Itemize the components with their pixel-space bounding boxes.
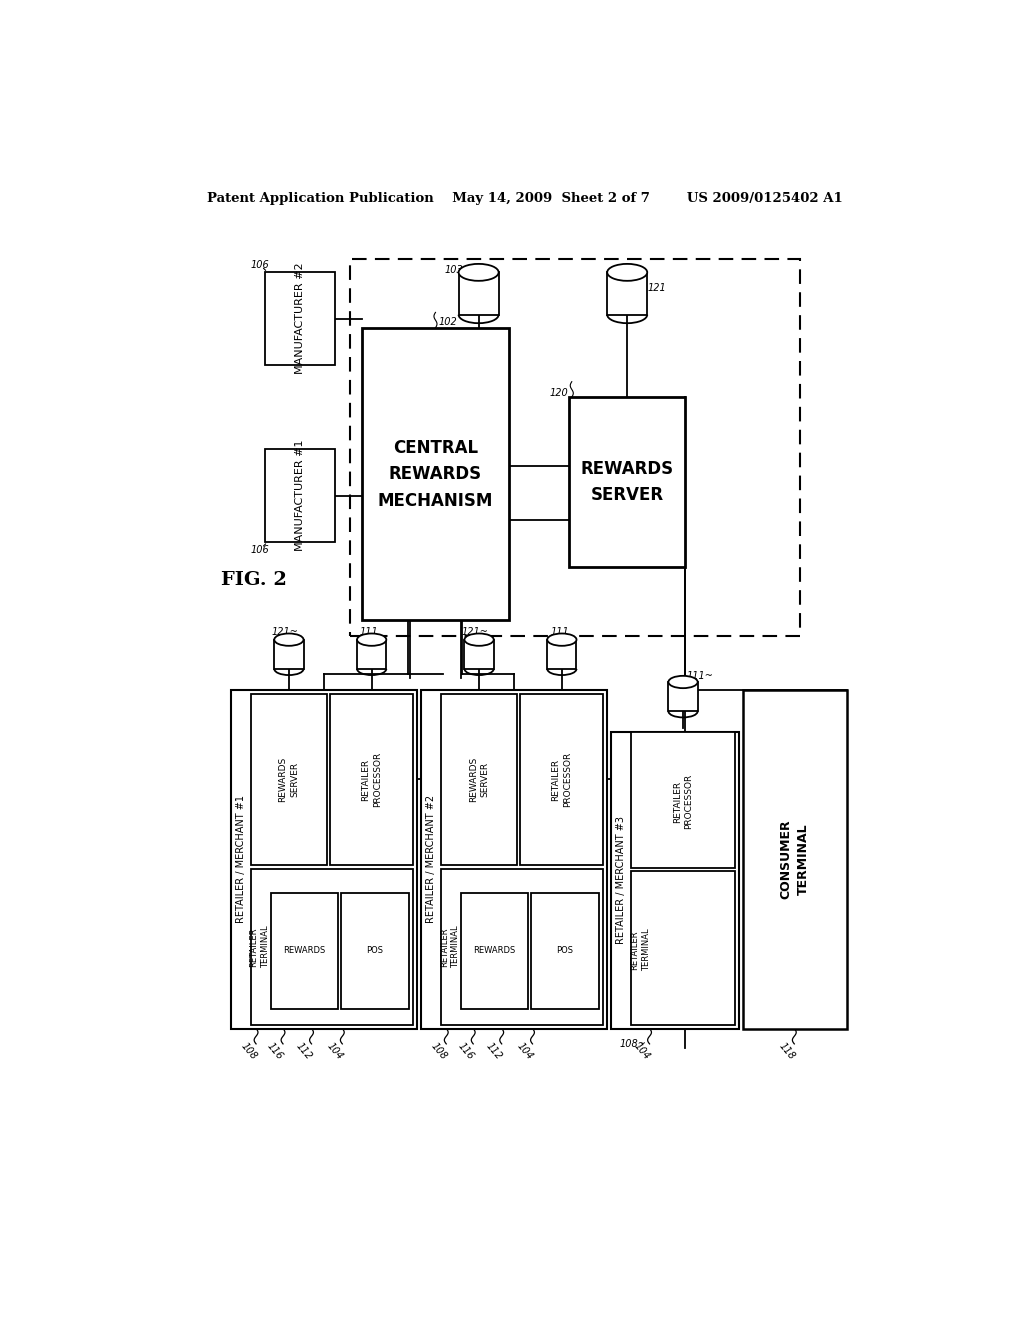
Text: 104: 104 (325, 1041, 344, 1063)
Text: 116: 116 (456, 1041, 475, 1063)
Text: Patent Application Publication    May 14, 2009  Sheet 2 of 7        US 2009/0125: Patent Application Publication May 14, 2… (207, 191, 843, 205)
Text: 116: 116 (265, 1041, 285, 1063)
Text: ~120: ~120 (441, 704, 468, 714)
Text: RETAILER / MERCHANT #3: RETAILER / MERCHANT #3 (616, 816, 626, 944)
Bar (669, 682, 697, 711)
Text: 110: 110 (631, 742, 650, 752)
Text: RETAILER
PROCESSOR: RETAILER PROCESSOR (673, 774, 693, 829)
Text: 102: 102 (438, 317, 458, 326)
Text: 103: 103 (444, 265, 463, 275)
Ellipse shape (274, 634, 303, 645)
Bar (611, 733, 739, 1028)
Bar (274, 640, 303, 669)
Text: RETAILER
TERMINAL: RETAILER TERMINAL (439, 925, 461, 969)
Text: RETAILER / MERCHANT #2: RETAILER / MERCHANT #2 (426, 795, 436, 923)
Bar (330, 693, 413, 866)
Text: 112: 112 (484, 1041, 504, 1063)
Text: 121~: 121~ (271, 627, 298, 638)
Bar (357, 640, 386, 669)
Text: 104: 104 (515, 1041, 535, 1063)
Bar (607, 272, 647, 314)
Text: RETAILER
PROCESSOR: RETAILER PROCESSOR (361, 752, 382, 807)
Bar (421, 689, 607, 1028)
Text: FIG. 2: FIG. 2 (221, 572, 287, 589)
Bar (465, 640, 494, 669)
Text: CONSUMER
TERMINAL: CONSUMER TERMINAL (779, 820, 810, 899)
Bar (251, 870, 413, 1024)
Text: REWARDS: REWARDS (473, 946, 515, 956)
Text: MANUFACTURER #1: MANUFACTURER #1 (295, 440, 305, 552)
Ellipse shape (607, 264, 647, 281)
Text: RETAILER
TERMINAL: RETAILER TERMINAL (250, 925, 270, 969)
Bar (265, 272, 335, 364)
Text: 120: 120 (549, 388, 568, 399)
Text: 111: 111 (360, 627, 379, 638)
Bar (441, 870, 603, 1024)
Ellipse shape (669, 676, 697, 688)
Text: CENTRAL
REWARDS
MECHANISM: CENTRAL REWARDS MECHANISM (378, 438, 494, 510)
Text: RETAILER
TERMINAL: RETAILER TERMINAL (630, 929, 650, 972)
Text: 112: 112 (294, 1041, 313, 1063)
Bar (441, 693, 517, 866)
Bar (265, 450, 335, 543)
Bar (270, 892, 338, 1008)
Text: 106: 106 (251, 260, 269, 269)
Text: POS: POS (366, 946, 383, 956)
Text: 104: 104 (632, 1041, 651, 1063)
Ellipse shape (547, 634, 577, 645)
Text: 121~: 121~ (462, 627, 488, 638)
Bar (361, 327, 509, 620)
Ellipse shape (357, 634, 386, 645)
Bar (459, 272, 499, 314)
Text: 110: 110 (564, 700, 583, 710)
Text: POS: POS (556, 946, 573, 956)
Text: 108: 108 (239, 1041, 258, 1063)
Bar (631, 871, 735, 1024)
Text: 106: 106 (251, 545, 269, 554)
Bar (631, 733, 735, 867)
Bar (251, 693, 327, 866)
Bar (341, 892, 409, 1008)
Text: RETAILER
PROCESSOR: RETAILER PROCESSOR (552, 752, 572, 807)
Text: REWARDS: REWARDS (283, 946, 326, 956)
Bar (547, 640, 577, 669)
Bar (461, 892, 527, 1008)
Text: 111: 111 (550, 627, 569, 638)
Ellipse shape (459, 264, 499, 281)
Text: REWARDS
SERVER: REWARDS SERVER (279, 756, 299, 803)
Text: REWARDS
SERVER: REWARDS SERVER (581, 459, 674, 504)
Text: MANUFACTURER #2: MANUFACTURER #2 (295, 263, 305, 375)
Bar (569, 397, 685, 566)
Ellipse shape (465, 634, 494, 645)
Text: 110: 110 (374, 700, 393, 710)
Text: 108~: 108~ (620, 1039, 646, 1049)
Text: RETAILER / MERCHANT #1: RETAILER / MERCHANT #1 (236, 795, 246, 923)
Text: ~120: ~120 (251, 704, 278, 714)
Bar (530, 892, 599, 1008)
Text: REWARDS
SERVER: REWARDS SERVER (469, 756, 489, 803)
Text: 118: 118 (777, 1041, 797, 1063)
Bar (520, 693, 603, 866)
Bar (230, 689, 417, 1028)
Text: 121: 121 (647, 282, 666, 293)
Bar (742, 689, 847, 1028)
Text: 111~: 111~ (687, 671, 714, 681)
Text: 108: 108 (429, 1041, 449, 1063)
